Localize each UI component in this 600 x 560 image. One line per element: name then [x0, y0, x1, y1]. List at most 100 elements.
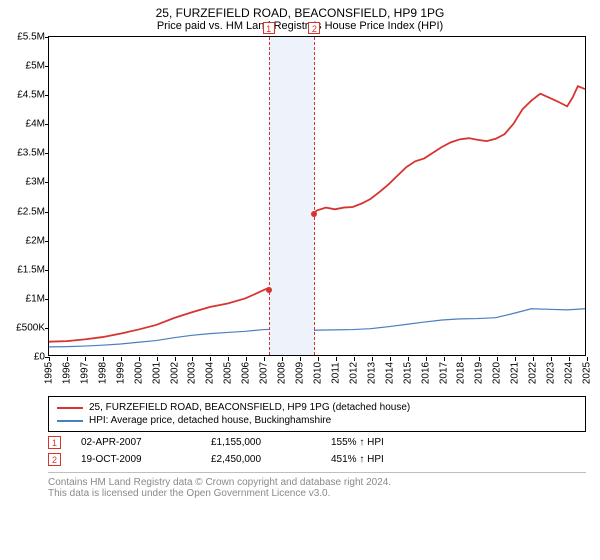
legend-row: HPI: Average price, detached house, Buck… — [57, 414, 577, 427]
x-tick-label: 1995 — [44, 362, 55, 384]
x-tick — [210, 357, 211, 361]
x-tick — [533, 357, 534, 361]
plot-layer: 12 — [49, 37, 585, 355]
x-tick — [551, 357, 552, 361]
x-tick — [354, 357, 355, 361]
x-tick — [390, 357, 391, 361]
x-tick-label: 1998 — [97, 362, 108, 384]
y-tick — [45, 212, 49, 213]
y-tick — [45, 66, 49, 67]
sale-date: 02-APR-2007 — [81, 437, 191, 448]
legend-swatch — [57, 407, 83, 409]
y-tick — [45, 124, 49, 125]
x-tick — [192, 357, 193, 361]
x-tick — [246, 357, 247, 361]
sale-price: £2,450,000 — [211, 454, 311, 465]
x-tick-label: 2005 — [223, 362, 234, 384]
line-chart-svg — [49, 37, 585, 355]
y-tick — [45, 328, 49, 329]
x-tick-label: 2007 — [259, 362, 270, 384]
event-marker: 1 — [263, 22, 275, 34]
x-tick-label: 2019 — [474, 362, 485, 384]
sale-marker: 1 — [48, 436, 61, 449]
x-tick-label: 1999 — [115, 362, 126, 384]
x-tick-label: 2011 — [330, 362, 341, 384]
y-tick-label: £0 — [5, 352, 45, 363]
x-tick — [139, 357, 140, 361]
x-tick — [479, 357, 480, 361]
x-tick — [318, 357, 319, 361]
x-tick — [85, 357, 86, 361]
sale-row: 2 19-OCT-2009 £2,450,000 451% ↑ HPI — [48, 449, 586, 466]
chart-title: 25, FURZEFIELD ROAD, BEACONSFIELD, HP9 1… — [0, 0, 600, 20]
y-tick-label: £500K — [5, 322, 45, 333]
x-tick — [336, 357, 337, 361]
legend: 25, FURZEFIELD ROAD, BEACONSFIELD, HP9 1… — [48, 396, 586, 432]
x-tick-label: 2008 — [277, 362, 288, 384]
x-tick — [228, 357, 229, 361]
y-tick — [45, 270, 49, 271]
x-tick-label: 2006 — [241, 362, 252, 384]
footer: Contains HM Land Registry data © Crown c… — [48, 472, 586, 499]
sale-row: 1 02-APR-2007 £1,155,000 155% ↑ HPI — [48, 432, 586, 449]
x-tick — [569, 357, 570, 361]
sale-uplift: 155% ↑ HPI — [331, 437, 384, 448]
legend-label: HPI: Average price, detached house, Buck… — [89, 415, 331, 426]
legend-swatch — [57, 420, 83, 422]
sale-uplift: 451% ↑ HPI — [331, 454, 384, 465]
x-tick-label: 2010 — [313, 362, 324, 384]
y-tick-label: £1M — [5, 293, 45, 304]
x-tick-label: 2020 — [492, 362, 503, 384]
y-tick — [45, 241, 49, 242]
chart-container: 25, FURZEFIELD ROAD, BEACONSFIELD, HP9 1… — [0, 0, 600, 499]
sales-block: 1 02-APR-2007 £1,155,000 155% ↑ HPI 2 19-OCT-… — [0, 432, 600, 466]
x-tick — [175, 357, 176, 361]
y-tick-label: £4M — [5, 119, 45, 130]
sale-price: £1,155,000 — [211, 437, 311, 448]
y-tick — [45, 37, 49, 38]
series-line-hpi — [49, 309, 585, 347]
y-tick — [45, 153, 49, 154]
x-tick-label: 1996 — [61, 362, 72, 384]
x-tick-label: 2003 — [187, 362, 198, 384]
y-tick-label: £4.5M — [5, 90, 45, 101]
x-tick-label: 2016 — [420, 362, 431, 384]
y-axis: £0£500K£1M£1.5M£2M£2.5M£3M£3.5M£4M£4.5M£… — [5, 37, 45, 355]
x-tick-label: 2002 — [169, 362, 180, 384]
x-tick — [282, 357, 283, 361]
x-tick-label: 2004 — [205, 362, 216, 384]
x-tick — [264, 357, 265, 361]
x-tick-label: 2023 — [546, 362, 557, 384]
x-tick — [461, 357, 462, 361]
y-tick — [45, 299, 49, 300]
x-tick — [497, 357, 498, 361]
x-tick — [444, 357, 445, 361]
x-tick — [157, 357, 158, 361]
x-tick — [121, 357, 122, 361]
y-tick-label: £5M — [5, 61, 45, 72]
x-tick — [67, 357, 68, 361]
x-tick-label: 2009 — [295, 362, 306, 384]
event-line — [314, 37, 315, 355]
event-marker: 2 — [308, 22, 320, 34]
sale-date: 19-OCT-2009 — [81, 454, 191, 465]
y-tick-label: £1.5M — [5, 264, 45, 275]
x-tick — [515, 357, 516, 361]
plot-area: £0£500K£1M£1.5M£2M£2.5M£3M£3.5M£4M£4.5M£… — [48, 36, 586, 356]
sale-marker: 2 — [48, 453, 61, 466]
y-tick-label: £3.5M — [5, 148, 45, 159]
x-tick-label: 2012 — [348, 362, 359, 384]
x-tick-label: 2018 — [456, 362, 467, 384]
x-tick-label: 2022 — [528, 362, 539, 384]
x-tick-label: 2015 — [402, 362, 413, 384]
x-tick — [408, 357, 409, 361]
x-tick — [372, 357, 373, 361]
x-tick-label: 2001 — [151, 362, 162, 384]
sale-dot — [266, 287, 272, 293]
x-tick — [49, 357, 50, 361]
footer-line-1: Contains HM Land Registry data © Crown c… — [48, 477, 586, 488]
x-tick — [300, 357, 301, 361]
x-tick — [587, 357, 588, 361]
x-tick-label: 2013 — [366, 362, 377, 384]
x-tick — [103, 357, 104, 361]
